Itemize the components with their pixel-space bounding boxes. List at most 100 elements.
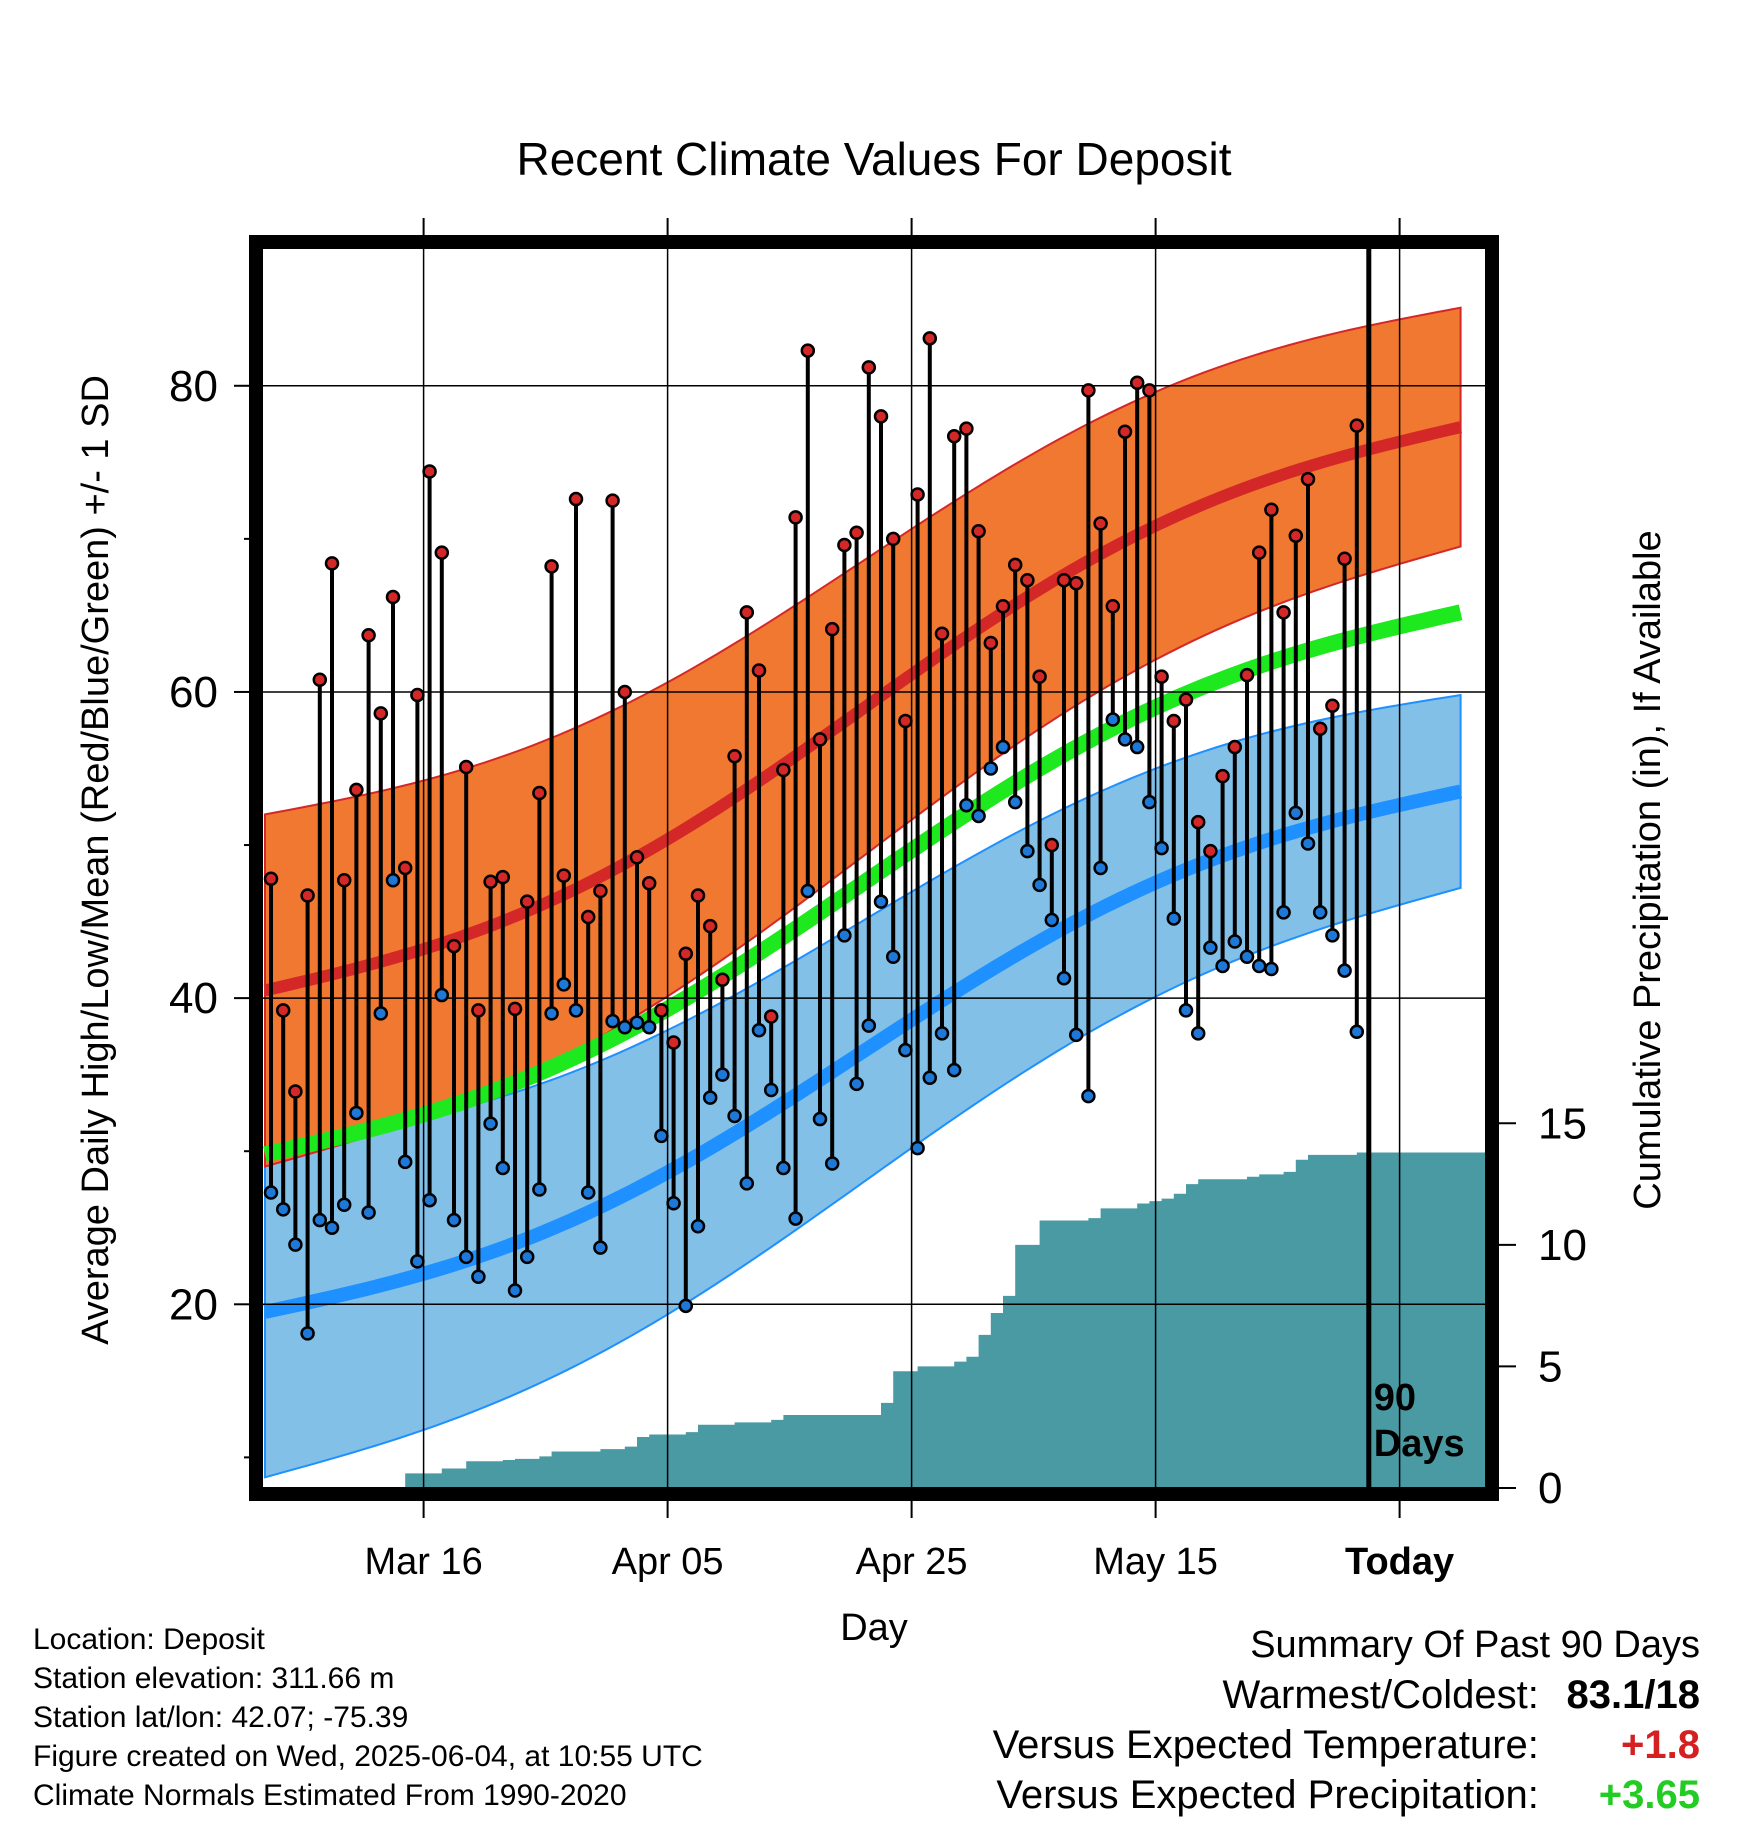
high-point xyxy=(483,874,498,890)
high-point xyxy=(519,894,535,909)
high-point xyxy=(763,1009,779,1024)
high-point xyxy=(824,621,840,637)
low-point xyxy=(788,1211,803,1226)
high-point xyxy=(336,872,352,888)
chart-title: Recent Climate Values For Deposit xyxy=(517,133,1232,185)
low-point xyxy=(812,1111,828,1127)
elevation-text: Station elevation: 311.66 m xyxy=(33,1662,395,1695)
high-point xyxy=(959,421,974,436)
high-point xyxy=(922,331,938,346)
high-point xyxy=(1056,572,1072,588)
high-point xyxy=(739,605,755,620)
high-point xyxy=(1337,551,1352,567)
low-point xyxy=(275,1202,291,1217)
high-point xyxy=(812,732,828,747)
low-point xyxy=(1032,877,1047,893)
low-point xyxy=(995,739,1011,755)
low-point xyxy=(1312,905,1328,920)
x-tick-label: May 15 xyxy=(1093,1541,1218,1583)
low-point xyxy=(849,1076,864,1092)
high-point xyxy=(1142,383,1157,398)
low-point xyxy=(495,1160,511,1176)
low-point xyxy=(776,1160,791,1176)
low-point xyxy=(1215,958,1230,974)
low-point xyxy=(1081,1088,1096,1104)
low-point xyxy=(483,1116,498,1131)
low-point xyxy=(410,1254,425,1269)
low-point xyxy=(519,1249,535,1265)
high-point xyxy=(385,589,401,605)
temp-label: Versus Expected Temperature: xyxy=(992,1723,1539,1767)
precip-label: Versus Expected Precipitation: xyxy=(996,1773,1539,1817)
high-point xyxy=(1190,814,1206,830)
low-point xyxy=(1178,1003,1194,1018)
summary-precip: Versus Expected Precipitation: +3.65 xyxy=(993,1770,1700,1820)
high-point xyxy=(666,1035,681,1050)
high-point xyxy=(715,972,730,988)
high-point xyxy=(1288,528,1304,544)
high-point xyxy=(288,1084,303,1099)
precipitation-area xyxy=(271,1152,1486,1488)
high-point xyxy=(1068,576,1084,591)
summary-warm-cold: Warmest/Coldest: 83.1/18 xyxy=(993,1670,1701,1720)
low-point xyxy=(593,1240,608,1255)
latlon-text: Station lat/lon: 42.07; -75.39 xyxy=(33,1701,409,1734)
summary-temp: Versus Expected Temperature: +1.8 xyxy=(993,1720,1700,1770)
low-point xyxy=(568,1003,584,1018)
high-point xyxy=(1239,667,1255,683)
low-point xyxy=(1129,739,1145,755)
low-point xyxy=(1288,805,1304,821)
low-point xyxy=(641,1019,657,1035)
low-point xyxy=(1276,905,1291,920)
high-point xyxy=(422,464,437,479)
low-point xyxy=(763,1082,779,1098)
high-point xyxy=(1227,739,1243,755)
y-tick-label: 60 xyxy=(169,668,218,717)
summary-title: Summary Of Past 90 Days xyxy=(1250,1624,1700,1666)
low-point xyxy=(349,1105,364,1121)
low-point xyxy=(654,1128,669,1144)
low-point xyxy=(288,1237,303,1252)
normals-text: Climate Normals Estimated From 1990-2020 xyxy=(33,1779,627,1812)
y-right-tick-label: 15 xyxy=(1538,1099,1587,1148)
low-point xyxy=(471,1269,486,1284)
low-point xyxy=(263,1185,279,1200)
low-point xyxy=(605,1013,620,1029)
low-point xyxy=(446,1212,462,1228)
temp-value: +1.8 xyxy=(1621,1723,1700,1767)
low-point xyxy=(959,797,974,813)
y-axis-right-label: Cumulative Precipitation (in), If Availa… xyxy=(1627,530,1669,1209)
axes: 20 40 60 80 0 5 10 15 Mar 16 Apr 05 Apr 25 May 15 To… xyxy=(169,218,1587,1583)
high-point xyxy=(934,626,950,642)
y-right-tick-label: 10 xyxy=(1538,1221,1587,1270)
high-point xyxy=(654,1003,669,1018)
high-point xyxy=(702,918,718,934)
days-label: 90 xyxy=(1374,1377,1416,1419)
high-point xyxy=(837,537,852,553)
low-point xyxy=(361,1205,376,1220)
high-point xyxy=(1203,843,1218,859)
high-point xyxy=(1166,713,1182,729)
high-point xyxy=(324,556,340,571)
low-point xyxy=(580,1185,596,1200)
low-point xyxy=(1154,840,1169,856)
high-point xyxy=(556,868,572,883)
low-point xyxy=(1203,940,1218,955)
high-point xyxy=(361,628,376,643)
low-point xyxy=(861,1018,877,1033)
high-point xyxy=(788,510,803,525)
high-point xyxy=(1032,669,1047,684)
high-point xyxy=(568,491,584,507)
y-tick-label: 20 xyxy=(169,1280,218,1329)
low-point xyxy=(312,1212,328,1228)
high-point xyxy=(678,946,694,961)
high-point xyxy=(885,531,901,547)
low-point xyxy=(824,1156,840,1171)
low-point xyxy=(1020,843,1035,859)
low-point xyxy=(1325,928,1340,943)
low-point xyxy=(336,1197,352,1213)
high-point xyxy=(1044,837,1060,853)
high-point xyxy=(873,409,889,424)
high-point xyxy=(690,888,706,903)
